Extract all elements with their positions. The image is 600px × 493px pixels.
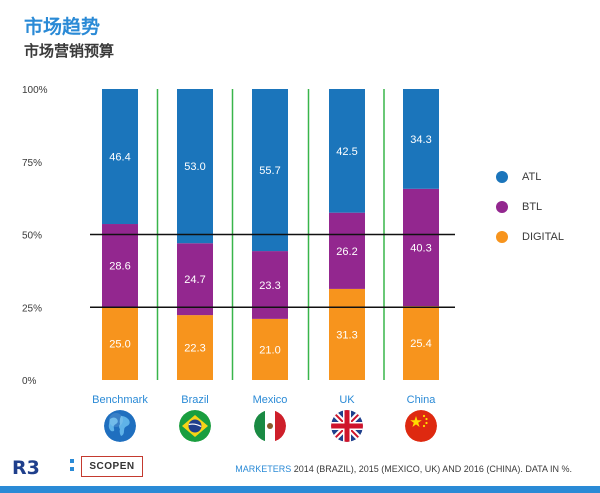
legend-label-atl: ATL xyxy=(522,171,542,183)
r3-logo-text: R3 xyxy=(12,457,40,477)
bar-segment-digital xyxy=(329,288,365,380)
y-tick-label: 100% xyxy=(22,85,48,96)
data-label: 25.0 xyxy=(109,339,130,351)
data-label: 25.4 xyxy=(410,338,431,350)
chart-title: 市场趋势 xyxy=(24,16,101,38)
r3-logo: R3 xyxy=(12,457,64,477)
y-tick-label: 0% xyxy=(22,376,37,387)
legend-label-btl: BTL xyxy=(522,201,543,213)
bar-segment-btl xyxy=(403,188,439,307)
data-label: 34.3 xyxy=(410,134,431,146)
bar-segment-atl xyxy=(403,89,439,189)
bar-segment-atl xyxy=(252,89,288,252)
footnote-text: 2014 (BRAZIL), 2015 (MEXICO, UK) AND 201… xyxy=(291,464,572,474)
legend-item-btl: BTL xyxy=(496,192,596,222)
data-label: 28.6 xyxy=(109,261,130,273)
bar-segment-atl xyxy=(177,89,213,244)
bar-segment-btl xyxy=(329,212,365,289)
data-label: 21.0 xyxy=(259,344,280,356)
legend-swatch-digital xyxy=(496,231,508,243)
data-label: 23.3 xyxy=(259,280,280,292)
footnote-highlight: MARKETERS xyxy=(235,464,292,474)
y-tick-label: 75% xyxy=(22,158,42,169)
data-label: 24.7 xyxy=(184,274,205,286)
legend-item-atl: ATL xyxy=(496,162,596,192)
legend-swatch-btl xyxy=(496,201,508,213)
legend-label-digital: DIGITAL xyxy=(522,231,564,243)
scopen-logo: SCOPEN xyxy=(81,456,143,477)
chart-legend: ATL BTL DIGITAL xyxy=(496,162,596,252)
bar-segment-atl xyxy=(329,89,365,213)
chart-subtitle: 市场营销预算 xyxy=(24,42,115,60)
data-label: 53.0 xyxy=(184,161,205,173)
data-label: 42.5 xyxy=(336,146,357,158)
bar-segment-btl xyxy=(177,243,213,316)
legend-swatch-atl xyxy=(496,171,508,183)
data-label: 31.3 xyxy=(336,329,357,341)
y-tick-label: 25% xyxy=(22,303,42,314)
y-tick-label: 50% xyxy=(22,231,42,242)
bar-segment-atl xyxy=(102,89,138,225)
data-label: 26.2 xyxy=(336,246,357,258)
bar-segment-digital xyxy=(177,315,213,380)
bar-segment-btl xyxy=(102,224,138,308)
bottom-accent-bar xyxy=(0,486,600,493)
legend-item-digital: DIGITAL xyxy=(496,222,596,252)
data-label: 46.4 xyxy=(109,152,130,164)
bar-segment-digital xyxy=(102,307,138,380)
data-label: 55.7 xyxy=(259,165,280,177)
logo-separator-dots xyxy=(70,459,74,475)
bar-segment-digital xyxy=(403,306,439,380)
data-label: 40.3 xyxy=(410,242,431,254)
bar-segment-digital xyxy=(252,318,288,380)
data-label: 22.3 xyxy=(184,343,205,355)
chart-footnote: MARKETERS 2014 (BRAZIL), 2015 (MEXICO, U… xyxy=(235,464,572,474)
